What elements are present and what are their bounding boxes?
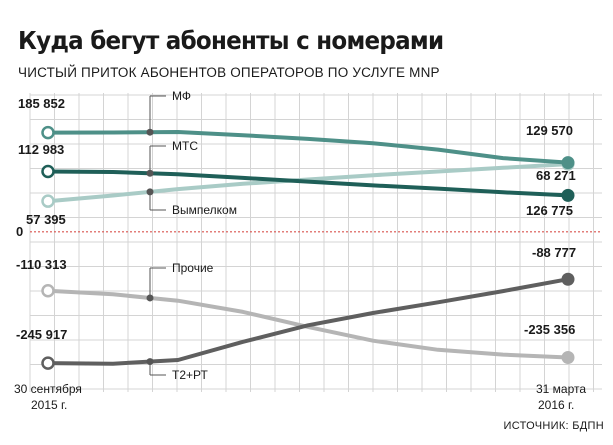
leader-dot xyxy=(146,128,154,136)
end-value-t2rt: -88 777 xyxy=(532,245,576,260)
start-value-mts: 112 983 xyxy=(18,142,64,157)
start-point-other xyxy=(41,283,55,298)
start-value-t2rt: -245 917 xyxy=(16,327,67,342)
leader-dot xyxy=(146,188,154,196)
x-label-start-line2: 2015 г. xyxy=(31,398,67,412)
series-line-t2rt xyxy=(46,277,570,366)
leader-dot xyxy=(146,294,154,302)
series-label-beeline: Вымпелком xyxy=(172,203,237,217)
start-value-beeline: 57 395 xyxy=(26,212,66,227)
series-line-mf xyxy=(46,130,570,165)
source-note: ИСТОЧНИК: БДПН xyxy=(503,420,604,432)
end-value-other: -235 356 xyxy=(524,322,575,337)
zero-label: 0 xyxy=(16,224,23,239)
series-line-beeline xyxy=(46,162,570,204)
end-point-t2rt xyxy=(561,272,575,286)
end-point-other xyxy=(561,350,575,364)
end-point-mts xyxy=(561,188,575,202)
start-value-other: -110 313 xyxy=(16,257,67,272)
start-point-mts xyxy=(41,164,55,179)
x-label-end-line2: 2016 г. xyxy=(538,398,574,412)
end-point-mf xyxy=(561,156,575,170)
series-line-mts xyxy=(46,169,570,198)
x-label-start-line1: 30 сентября xyxy=(14,382,82,396)
start-value-mf: 185 852 xyxy=(18,96,65,111)
series-label-other: Прочие xyxy=(172,261,214,275)
start-point-mf xyxy=(41,125,55,140)
leader-dot xyxy=(146,169,154,177)
series-label-mf: МФ xyxy=(172,89,191,103)
end-value-beeline: 126 775 xyxy=(526,203,573,218)
end-value-mf: 129 570 xyxy=(526,123,573,138)
start-point-t2rt xyxy=(41,356,55,370)
end-value-mts: 68 271 xyxy=(536,168,576,183)
series-label-mts: МТС xyxy=(172,139,198,153)
start-point-beeline xyxy=(41,194,55,208)
chart-subtitle: ЧИСТЫЙ ПРИТОК АБОНЕНТОВ ОПЕРАТОРОВ ПО УС… xyxy=(18,65,440,80)
x-label-end-line1: 31 марта xyxy=(536,382,586,396)
chart-title: Куда бегут абоненты с номерами xyxy=(18,26,444,55)
leader-dot xyxy=(146,358,154,366)
series-label-t2rt: Т2+РТ xyxy=(172,368,208,382)
